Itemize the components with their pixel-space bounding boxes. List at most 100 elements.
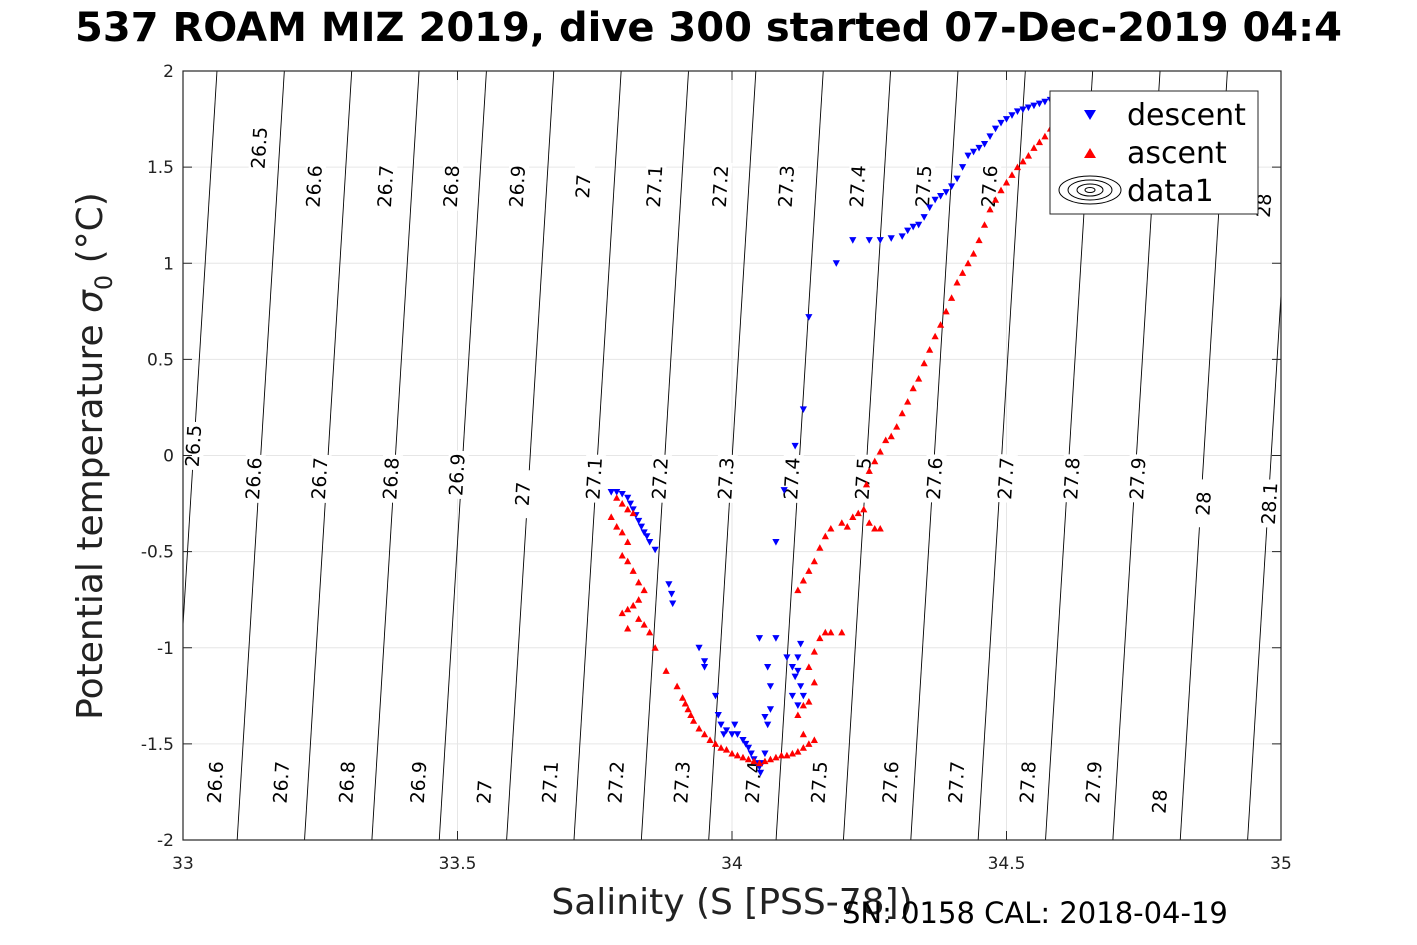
ascent-point-101	[991, 196, 1000, 203]
ascent-point-1	[618, 499, 626, 507]
ascent-point-27	[687, 711, 695, 719]
contour-label-24: 27.6	[923, 457, 948, 501]
ascent-point-48	[799, 744, 807, 751]
descent-point-51	[788, 692, 796, 700]
descent-point-45	[788, 663, 796, 671]
x-tick-label-1: 33.5	[439, 854, 477, 874]
contour-label-30: 26.6	[204, 761, 229, 805]
descent-point-84	[1008, 112, 1016, 119]
ascent-point-47	[794, 747, 802, 755]
ascent-point-19	[640, 621, 648, 628]
descent-point-13	[665, 581, 673, 588]
ascent-point-102	[997, 186, 1005, 194]
descent-point-56	[791, 442, 799, 450]
contour-label-7: 27.2	[709, 165, 734, 209]
ascent-point-15	[624, 605, 632, 613]
descent-point-74	[953, 175, 961, 183]
ascent-point-52	[794, 711, 802, 719]
descent-point-52	[794, 654, 802, 661]
contour-label-35: 27.1	[539, 761, 564, 805]
ascent-point-95	[958, 269, 967, 276]
descent-point-59	[832, 260, 840, 267]
ascent-point-10	[629, 567, 637, 574]
contour-label-bg-25	[995, 454, 1018, 504]
x-tick-label-0: 33	[172, 854, 194, 874]
contour-label-bg-7	[709, 161, 733, 211]
ascent-point-50	[810, 736, 818, 744]
contour-label-bg-37	[671, 757, 695, 807]
descent-point-69	[926, 204, 934, 212]
contour-label-bg-32	[336, 757, 360, 807]
descent-point-81	[991, 125, 1000, 133]
contour-label-bg-9	[846, 161, 870, 211]
contour-label-26: 27.8	[1060, 457, 1085, 501]
descent-point-16	[695, 644, 703, 652]
contour-label-20: 27.2	[648, 457, 673, 501]
ascent-point-40	[755, 759, 764, 767]
ascent-point-44	[777, 751, 786, 759]
descent-point-26	[733, 731, 742, 738]
ascent-point-74	[865, 519, 873, 526]
contour-label-11: 27.6	[978, 165, 1003, 209]
descent-point-73	[948, 183, 956, 190]
ascent-point-97	[969, 250, 978, 257]
contour-label-5: 27	[572, 174, 595, 199]
contour-label-bg-36	[605, 757, 629, 807]
ascent-point-33	[717, 744, 725, 751]
x-axis-label: Salinity (S [PSS-78])	[551, 882, 912, 923]
contour-label-bg-6	[643, 161, 667, 211]
descent-point-12	[651, 546, 659, 554]
descent-point-54	[772, 539, 780, 546]
ascent-point-26	[684, 705, 692, 713]
contour-label-8: 27.3	[775, 165, 800, 209]
descent-point-4	[626, 500, 635, 508]
ascent-point-81	[882, 436, 890, 444]
ascent-point-85	[904, 398, 912, 405]
isopycnal-edge-28.3	[1381, 52, 1417, 859]
descent-point-29	[744, 744, 753, 752]
descent-point-72	[942, 189, 950, 196]
descent-point-57	[799, 406, 807, 413]
contour-label-bg-14	[242, 454, 266, 504]
ascent-point-104	[1008, 171, 1016, 178]
contour-label-43: 27.9	[1082, 761, 1107, 805]
descent-point-60	[849, 237, 857, 244]
ascent-point-78	[865, 467, 873, 474]
ascent-point-53	[799, 701, 807, 709]
descent-point-25	[731, 721, 739, 729]
ascent-point-42	[766, 755, 775, 763]
ascent-point-38	[744, 755, 753, 763]
ascent-point-65	[810, 557, 818, 565]
ascent-point-9	[624, 557, 632, 565]
ascent-point-73	[860, 505, 868, 513]
ascent-point-20	[646, 628, 654, 636]
legend-descent-label: descent	[1127, 98, 1246, 133]
descent-point-80	[986, 133, 994, 140]
axis-ticks: 33 33.5 34 34.5 35 -2 -1.5 -1 -0.5 0 0.5 1 1.5 2	[141, 62, 1292, 874]
ascent-point-5	[613, 523, 621, 530]
contour-label-22: 27.4	[780, 457, 805, 501]
ascent-point-96	[964, 259, 972, 267]
descent-point-34	[756, 769, 765, 777]
descent-point-78	[975, 144, 983, 152]
ascent-point-75	[871, 524, 879, 532]
chart-title: 537 ROAM MIZ 2019, dive 300 started 07-D…	[75, 5, 1342, 51]
contour-label-bg-3	[440, 161, 464, 211]
ascent-point-88	[920, 359, 928, 367]
ascent-point-103	[1002, 178, 1011, 186]
ascent-point-24	[678, 694, 687, 701]
contour-label-3: 26.8	[440, 165, 465, 209]
ascent-point-41	[761, 757, 769, 765]
ascent-point-108	[1030, 144, 1038, 151]
ascent-point-17	[624, 624, 632, 632]
descent-point-30	[747, 750, 755, 758]
contour-label-bg-24	[923, 454, 947, 504]
contour-label-12: 28	[1253, 193, 1276, 218]
ascent-point-34	[722, 746, 731, 753]
contour-label-bg-0	[248, 123, 272, 173]
contour-label-bg-12	[1253, 181, 1276, 231]
contour-label-34: 27	[473, 779, 496, 804]
contour-label-10: 27.5	[912, 165, 937, 209]
y-tick-label-3: -0.5	[141, 543, 174, 563]
ascent-point-7	[624, 538, 632, 546]
